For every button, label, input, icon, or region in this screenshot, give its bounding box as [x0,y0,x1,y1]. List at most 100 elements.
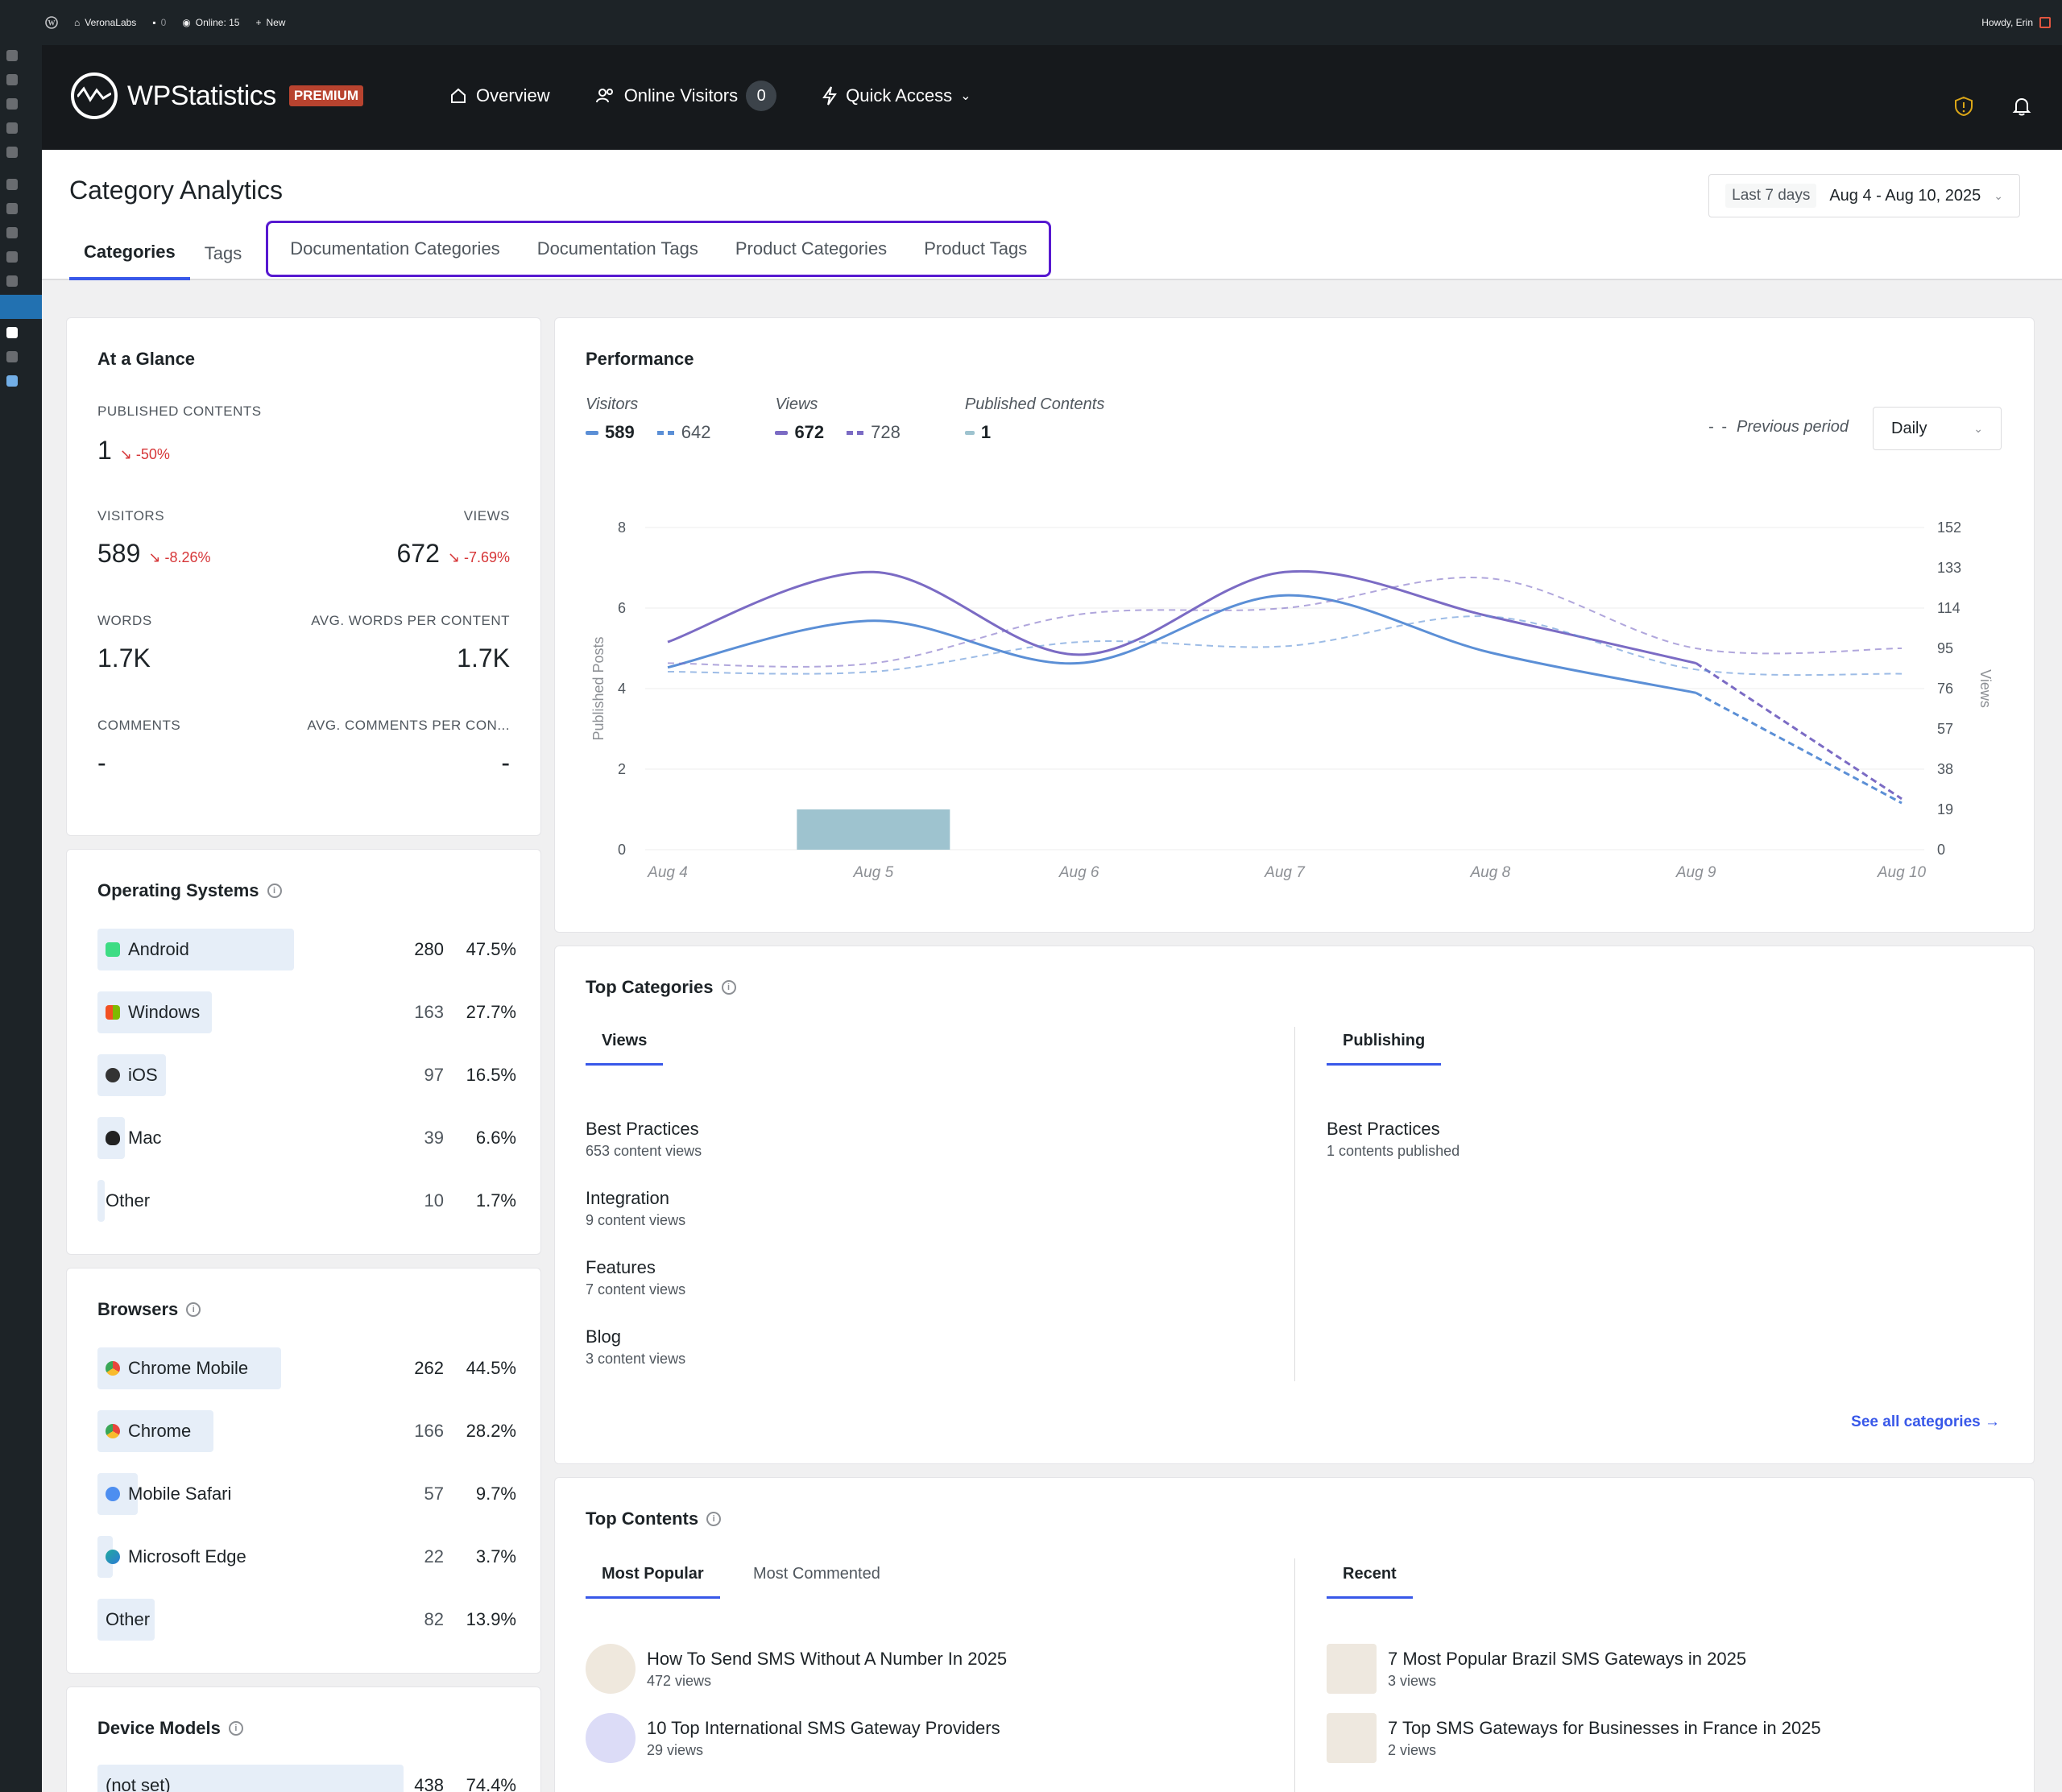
tab-product-categories[interactable]: Product Categories [735,238,888,259]
tab-documentation-categories[interactable]: Documentation Categories [290,238,500,259]
x-tick-label: Aug 4 [647,864,688,881]
list-item[interactable]: 10 Top International SMS Gateway Provide… [586,1713,1000,1763]
pages-icon[interactable] [6,122,18,134]
comments-label: COMMENTS [97,718,181,733]
tab-documentation-tags[interactable]: Documentation Tags [536,238,698,259]
legend-visitors[interactable]: Visitors 589 642 [586,395,710,443]
visitors-change: -8.26% [164,549,211,565]
list-item[interactable]: Best Practices 1 contents published [1327,1119,1460,1160]
top-contents-card: Top Contents i Most Popular Most Commente… [554,1477,2035,1792]
list-item: Other 82 13.9% [97,1599,516,1641]
interval-select[interactable]: Daily ⌄ [1873,407,2002,450]
date-preset-label: Last 7 days [1725,184,1817,208]
plugins-icon[interactable] [6,203,18,214]
browser-count: 166 [414,1421,444,1441]
admin-bar-comments[interactable]: ▪ 0 [152,17,166,28]
share-bar [97,1180,105,1222]
browser-count: 82 [424,1609,444,1629]
performance-chart: 0 2 4 6 8 0 19 38 57 76 95 114 133 152 Aug 4 Aug 5 Aug 6… [590,519,1994,881]
list-item[interactable]: Integration 9 content views [586,1188,685,1229]
nav-overview-label: Overview [476,85,550,106]
legend-views[interactable]: Views 672 728 [775,395,901,443]
howdy-user[interactable]: Howdy, Erin [1981,17,2033,28]
admin-side-menu [0,45,42,1792]
tab-tags[interactable]: Tags [204,243,242,263]
statistics-menu-active[interactable] [0,295,42,319]
os-name: iOS [128,1065,158,1085]
y2-tick-label: 0 [1937,842,1945,858]
chart-icon[interactable] [6,351,18,362]
notice-icon[interactable] [1952,95,1975,118]
list-item[interactable]: 7 Most Popular Brazil SMS Gateways in 20… [1327,1644,1746,1694]
plugin-header: WPStatistics PREMIUM Overview Online Vis… [42,45,2062,150]
category-published: 1 contents published [1327,1143,1460,1159]
info-icon[interactable]: i [267,884,282,898]
bell-icon[interactable] [2010,95,2033,118]
legend-published-title: Published Contents [964,395,1105,413]
tab-most-commented[interactable]: Most Commented [753,1565,880,1583]
admin-bar-new[interactable]: + New [255,17,285,28]
y-axis-label: Published Posts [590,636,607,740]
nav-overview[interactable]: Overview [449,85,550,106]
site-name: VeronaLabs [85,17,137,28]
brand[interactable]: WPStatistics PREMIUM [71,72,364,119]
list-item[interactable]: Best Practices 653 content views [586,1119,702,1160]
post-views: 472 views [647,1672,712,1689]
tab-categories[interactable]: Categories [69,227,190,280]
share-bar [97,1347,281,1389]
wordpress-logo-icon[interactable]: W [45,16,58,29]
tab-views[interactable]: Views [586,1032,664,1066]
admin-bar-site[interactable]: ⌂ VeronaLabs [74,17,136,28]
category-views: 7 content views [586,1281,686,1297]
admin-bar-online[interactable]: ◉ Online: 15 [182,17,239,28]
tools-icon[interactable] [6,251,18,263]
legend-published[interactable]: Published Contents 1 [964,395,1105,443]
nav-quick-access[interactable]: Quick Access ⌄ [822,85,971,106]
home-icon: ⌂ [74,17,81,28]
browser-pct: 44.5% [466,1358,516,1378]
info-icon[interactable]: i [186,1302,201,1317]
list-item[interactable]: Blog 3 content views [586,1326,685,1368]
comments-icon[interactable] [6,147,18,158]
avatar[interactable] [2039,17,2051,28]
list-item[interactable]: Features 7 content views [586,1257,685,1298]
tab-product-tags[interactable]: Product Tags [924,238,1028,259]
category-views: 653 content views [586,1143,702,1159]
users-icon[interactable] [6,227,18,238]
tab-recent[interactable]: Recent [1327,1565,1413,1599]
apple-icon [106,1131,120,1145]
see-all-categories-link[interactable]: See all categories → [1851,1413,2000,1431]
tab-most-popular[interactable]: Most Popular [586,1565,720,1599]
info-icon[interactable]: i [228,1721,243,1736]
tab-publishing[interactable]: Publishing [1327,1032,1442,1066]
appearance-icon[interactable] [6,179,18,190]
post-title: 10 Top International SMS Gateway Provide… [647,1717,1000,1738]
series-line-current [667,594,1696,694]
dashboard-icon[interactable] [6,50,18,61]
x-tick-label: Aug 5 [853,864,894,881]
info-icon[interactable]: i [706,1512,722,1526]
divider [1294,1558,1295,1792]
info-icon[interactable]: i [721,980,736,995]
os-count: 39 [424,1128,444,1148]
settings-icon[interactable] [6,275,18,287]
dashed-line-icon: - - [1708,418,1729,436]
published-current: 1 [980,422,992,442]
words-label: WORDS [97,613,152,628]
browser-name: Chrome [128,1421,192,1441]
statistics-icon[interactable] [6,327,18,338]
list-item[interactable]: 7 Top SMS Gateways for Businesses in Fra… [1327,1713,1821,1763]
nav-online-visitors[interactable]: Online Visitors 0 [595,81,777,111]
os-count: 10 [424,1190,444,1211]
brand-name: WPStatistics [127,80,276,111]
list-item[interactable]: How To Send SMS Without A Number In 2025… [586,1644,1007,1694]
android-icon [106,942,120,957]
os-name: Other [106,1190,151,1211]
previous-period-toggle[interactable]: - - Previous period [1708,418,1849,437]
media-icon[interactable] [6,98,18,110]
list-item: Chrome 166 28.2% [97,1410,516,1452]
pin-icon[interactable] [6,74,18,85]
circle-icon[interactable] [6,375,18,387]
date-range-picker[interactable]: Last 7 days Aug 4 - Aug 10, 2025 ⌄ [1708,174,2020,217]
category-name: Best Practices [1327,1119,1440,1139]
